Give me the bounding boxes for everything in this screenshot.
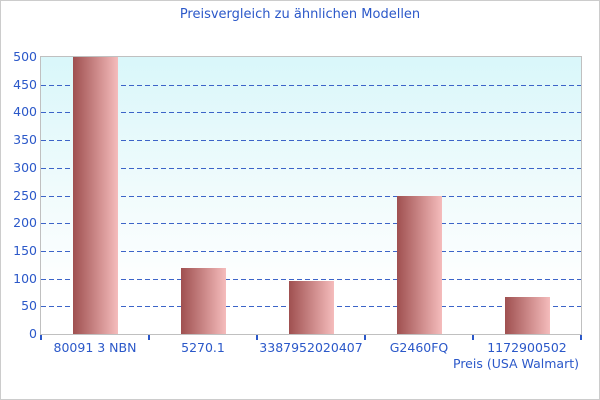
x-tick bbox=[40, 335, 42, 340]
y-tick-label-500: 500 bbox=[13, 49, 37, 64]
bar-1172900502 bbox=[504, 296, 550, 334]
x-tick-label-G2460FQ: G2460FQ bbox=[389, 340, 449, 355]
x-tick-label-3387952020407: 3387952020407 bbox=[259, 340, 363, 355]
x-tick bbox=[148, 335, 150, 340]
gridline-400 bbox=[41, 112, 581, 114]
y-tick-label-250: 250 bbox=[13, 187, 37, 203]
x-tick bbox=[364, 335, 366, 340]
gridline-250 bbox=[41, 195, 581, 197]
gridline-450 bbox=[41, 84, 581, 86]
y-tick-label-100: 100 bbox=[13, 270, 37, 286]
y-tick-label-0: 0 bbox=[29, 326, 37, 341]
gridline-300 bbox=[41, 167, 581, 169]
x-axis-title: Preis (USA Walmart) bbox=[453, 356, 579, 371]
y-tick-label-50: 50 bbox=[21, 298, 37, 314]
gridline-350 bbox=[41, 140, 581, 142]
y-tick-label-400: 400 bbox=[13, 104, 37, 120]
gridline-200 bbox=[41, 223, 581, 225]
bar-3387952020407 bbox=[288, 281, 334, 334]
y-tick-label-150: 150 bbox=[13, 242, 37, 258]
bar-G2460FQ bbox=[396, 195, 442, 334]
plot-area bbox=[41, 57, 581, 334]
gridline-100 bbox=[41, 278, 581, 280]
y-tick-label-350: 350 bbox=[13, 132, 37, 148]
x-tick bbox=[472, 335, 474, 340]
x-tick-label-1172900502: 1172900502 bbox=[487, 340, 567, 355]
gridline-150 bbox=[41, 250, 581, 252]
x-tick bbox=[256, 335, 258, 340]
x-tick-label-80091 3 NBN: 80091 3 NBN bbox=[53, 340, 137, 355]
y-tick-label-450: 450 bbox=[13, 76, 37, 92]
bar-5270.1 bbox=[180, 267, 226, 334]
chart-title: Preisvergleich zu ähnlichen Modellen bbox=[179, 7, 421, 22]
x-tick-label-5270.1: 5270.1 bbox=[181, 340, 225, 355]
y-tick-label-200: 200 bbox=[13, 215, 37, 231]
bar-80091 3 NBN bbox=[72, 57, 118, 334]
y-tick-label-300: 300 bbox=[13, 159, 37, 175]
x-tick bbox=[580, 335, 582, 340]
